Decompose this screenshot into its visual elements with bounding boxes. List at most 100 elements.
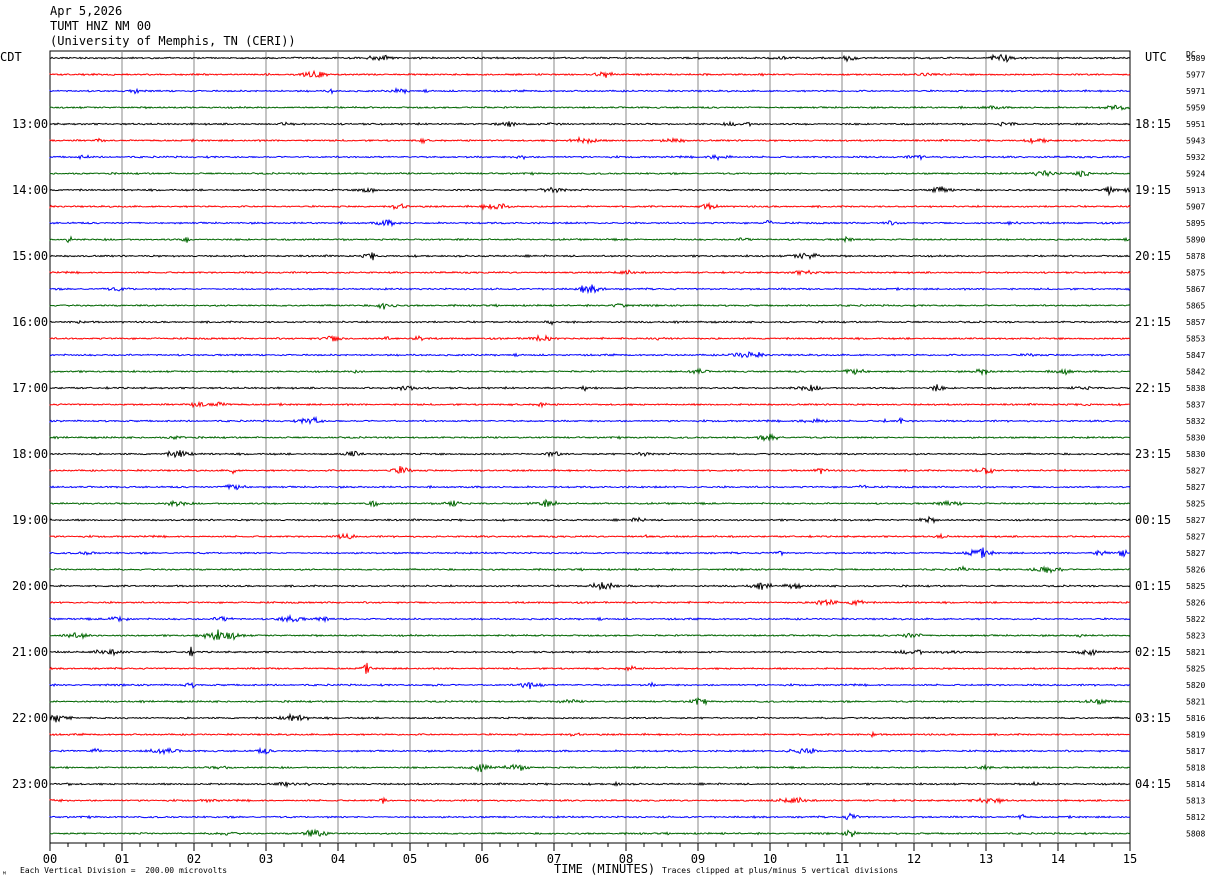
dc-offset-label: 5823 bbox=[1186, 632, 1205, 641]
seismic-trace bbox=[49, 135, 1131, 145]
seismic-trace bbox=[49, 252, 1131, 261]
seismic-trace bbox=[49, 319, 1131, 326]
seismic-trace bbox=[49, 351, 1131, 359]
dc-offset-label: 5842 bbox=[1186, 368, 1205, 377]
plot-frame bbox=[49, 50, 1131, 844]
seismic-trace bbox=[49, 828, 1131, 838]
dc-offset-label: 5932 bbox=[1186, 153, 1205, 162]
x-tick-label: 13 bbox=[979, 852, 993, 866]
dc-offset-label: 5907 bbox=[1186, 203, 1205, 212]
seismic-trace bbox=[49, 400, 1131, 409]
dc-offset-label: 5819 bbox=[1186, 731, 1205, 740]
dc-offset-label: 5820 bbox=[1186, 681, 1205, 690]
dc-offset-label: 5825 bbox=[1186, 500, 1205, 509]
x-tick-label: 14 bbox=[1051, 852, 1065, 866]
dc-offset-label: 5924 bbox=[1186, 170, 1205, 179]
x-tick-label: 15 bbox=[1123, 852, 1137, 866]
left-timezone-label: CDT bbox=[0, 50, 22, 64]
seismic-trace bbox=[49, 86, 1131, 95]
dc-offset-label: 5827 bbox=[1186, 483, 1205, 492]
seismic-trace bbox=[49, 219, 1130, 228]
dc-offset-label: 5808 bbox=[1186, 830, 1205, 839]
x-tick-label: 07 bbox=[547, 852, 561, 866]
seismic-trace bbox=[49, 450, 1131, 459]
dc-offset-label: 5826 bbox=[1186, 599, 1205, 608]
dc-offset-label: 5857 bbox=[1186, 318, 1205, 327]
seismic-trace bbox=[49, 153, 1131, 162]
dc-offset-label: 5822 bbox=[1186, 615, 1205, 624]
seismic-trace bbox=[49, 201, 1131, 211]
seismic-trace bbox=[49, 185, 1131, 197]
right-hour-label: 22:15 bbox=[1135, 381, 1171, 395]
seismic-trace bbox=[49, 796, 1131, 805]
dc-header-label: DC bbox=[1186, 50, 1196, 59]
left-hour-label: 20:00 bbox=[12, 579, 48, 593]
left-hour-label: 14:00 bbox=[12, 183, 48, 197]
dc-offset-label: 5830 bbox=[1186, 450, 1205, 459]
clip-note: Traces clipped at plus/minus 5 vertical … bbox=[662, 866, 899, 875]
dc-offset-label: 5813 bbox=[1186, 797, 1205, 806]
seismic-trace bbox=[49, 170, 1131, 178]
dc-offset-label: 5971 bbox=[1186, 87, 1205, 96]
dc-offset-label: 5812 bbox=[1186, 813, 1205, 822]
dc-offset-label: 5989 bbox=[1186, 54, 1205, 63]
right-hour-label: 02:15 bbox=[1135, 645, 1171, 659]
seismic-trace bbox=[49, 681, 1131, 690]
left-hour-label: 18:00 bbox=[12, 447, 48, 461]
dc-offset-label: 5853 bbox=[1186, 335, 1205, 344]
seismic-trace bbox=[49, 384, 1131, 392]
seismic-trace bbox=[49, 696, 1131, 706]
dc-offset-label: 5825 bbox=[1186, 582, 1205, 591]
seismic-trace bbox=[49, 780, 1131, 789]
x-tick-label: 02 bbox=[187, 852, 201, 866]
right-hour-label: 23:15 bbox=[1135, 447, 1171, 461]
seismic-trace bbox=[49, 432, 1131, 442]
seismic-trace bbox=[49, 466, 1131, 475]
dc-offset-label: 5878 bbox=[1186, 252, 1205, 261]
dc-offset-label: 5837 bbox=[1186, 401, 1205, 410]
dc-offset-label: 5977 bbox=[1186, 71, 1205, 80]
right-hour-label: 04:15 bbox=[1135, 777, 1171, 791]
x-axis-title: TIME (MINUTES) bbox=[554, 862, 656, 876]
institution-name: (University of Memphis, TN (CERI)) bbox=[50, 34, 296, 48]
right-hour-label: 19:15 bbox=[1135, 183, 1171, 197]
dc-offset-label: 5827 bbox=[1186, 533, 1205, 542]
left-hour-label: 21:00 bbox=[12, 645, 48, 659]
dc-offset-label: 5817 bbox=[1186, 747, 1205, 756]
dc-offset-label: 5895 bbox=[1186, 219, 1205, 228]
dc-offset-label: 5951 bbox=[1186, 120, 1205, 129]
x-tick-label: 11 bbox=[835, 852, 849, 866]
seismic-trace bbox=[49, 547, 1130, 559]
dc-offset-label: 5867 bbox=[1186, 285, 1205, 294]
x-tick-label: 00 bbox=[43, 852, 57, 866]
dc-offset-label: 5825 bbox=[1186, 665, 1205, 674]
left-hour-label: 16:00 bbox=[12, 315, 48, 329]
seismic-trace bbox=[49, 415, 1131, 425]
seismic-trace bbox=[49, 269, 1131, 277]
dc-offset-label: 5847 bbox=[1186, 351, 1205, 360]
seismic-trace bbox=[49, 581, 1131, 591]
dc-offset-label: 5821 bbox=[1186, 698, 1205, 707]
seismic-trace bbox=[49, 613, 1131, 624]
seismic-trace bbox=[49, 302, 1131, 310]
dc-offset-label: 5827 bbox=[1186, 549, 1205, 558]
dc-offset-label: 5827 bbox=[1186, 516, 1205, 525]
dc-offset-label: 5865 bbox=[1186, 302, 1205, 311]
right-hour-label: 01:15 bbox=[1135, 579, 1171, 593]
station-code: TUMT HNZ NM 00 bbox=[50, 19, 152, 33]
dc-offset-label: 5830 bbox=[1186, 434, 1205, 443]
x-tick-label: 04 bbox=[331, 852, 345, 866]
dc-offset-label: 5832 bbox=[1186, 417, 1205, 426]
seismic-trace bbox=[49, 498, 1131, 508]
dc-offset-label: 5827 bbox=[1186, 467, 1205, 476]
dc-offset-label: 5818 bbox=[1186, 764, 1205, 773]
seismic-trace bbox=[49, 284, 1131, 295]
seismic-trace bbox=[49, 746, 1131, 756]
seismic-trace bbox=[49, 598, 1131, 607]
seismic-trace bbox=[49, 334, 1131, 342]
left-hour-label: 13:00 bbox=[12, 117, 48, 131]
seismic-trace bbox=[49, 367, 1131, 377]
left-hour-label: 17:00 bbox=[12, 381, 48, 395]
logo-mark: ᴹ bbox=[2, 870, 7, 879]
